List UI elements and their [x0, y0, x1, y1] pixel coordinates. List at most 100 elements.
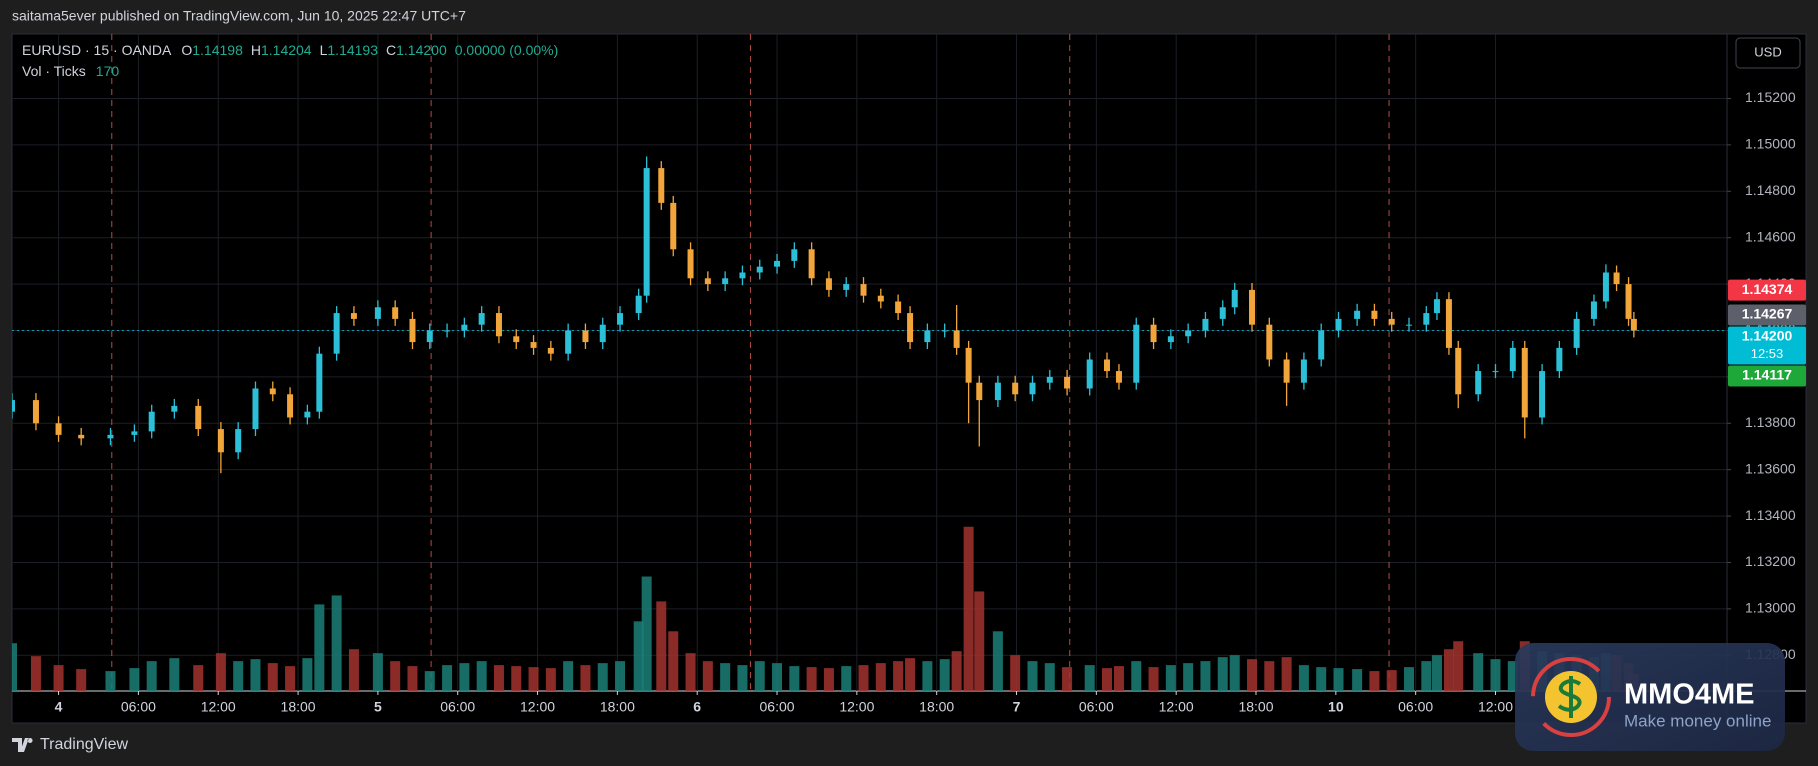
volume-bar [1316, 667, 1327, 691]
candle-body [658, 168, 665, 203]
currency-button[interactable] [1735, 37, 1801, 69]
candle-body [444, 330, 451, 332]
candle-body [1509, 347, 1516, 372]
candle-body [1103, 359, 1110, 372]
ohlc-legend: EURUSD · 15 · OANDA O1.14198 H1.14204 L1.14… [22, 42, 558, 58]
candle-body [704, 278, 711, 285]
candle-body [1231, 289, 1238, 308]
volume-bar [1404, 667, 1415, 691]
price-label: 1.14200 [1742, 328, 1793, 344]
price-label: 1.14267 [1742, 306, 1793, 322]
volume-bar [331, 595, 342, 691]
legend-value: 1.14204 [261, 42, 312, 58]
candle-body [976, 382, 983, 401]
candle-body [426, 330, 433, 343]
y-tick-label: 1.14800 [1745, 182, 1796, 198]
volume-bar [1084, 665, 1095, 691]
x-tick-label: 5 [374, 699, 382, 715]
candle-body [316, 353, 323, 412]
candle-body [1150, 324, 1157, 343]
candle-body [1133, 324, 1140, 383]
volume-bar [992, 631, 1003, 691]
currency-label[interactable]: USD [1754, 44, 1781, 59]
volume-bar [1490, 659, 1501, 691]
candle-body [1539, 371, 1546, 418]
volume-bar [1507, 661, 1518, 691]
volume-bar [1131, 661, 1142, 691]
footer-logo: TradingView [12, 736, 128, 753]
candle-body [547, 347, 554, 354]
volume-bar [302, 658, 313, 691]
x-tick-label: 4 [55, 699, 63, 715]
symbol: EURUSD · 15 · OANDA [22, 42, 172, 58]
volume-bar [580, 665, 591, 691]
volume-bar [754, 661, 765, 691]
candle-body [195, 405, 202, 430]
volume-bar [1183, 663, 1194, 691]
volume-bar [285, 666, 296, 691]
legend-value: 1.14193 [327, 42, 378, 58]
candle-body [1433, 299, 1440, 314]
tv-logo-icon [12, 738, 33, 752]
grid [12, 34, 1727, 691]
x-tick-label: 12:00 [839, 699, 874, 715]
price-label: 1.14117 [1742, 367, 1792, 383]
candle-body [374, 307, 381, 319]
price-label-box [1728, 279, 1806, 301]
y-tick-label: 1.15200 [1745, 89, 1796, 105]
candle-body [877, 295, 884, 302]
volume-bar [772, 663, 783, 691]
volume-bar [893, 661, 904, 691]
candle-body [1318, 330, 1325, 360]
candle-body [107, 434, 114, 439]
volume-bar [1264, 661, 1275, 691]
volume-bar [951, 651, 962, 691]
candle-body [965, 347, 972, 383]
candle-body [304, 411, 311, 418]
y-tick-label: 1.13400 [1745, 507, 1796, 523]
candle-body [478, 313, 485, 325]
legend-key: L [320, 42, 328, 58]
y-tick-label: 1.13200 [1745, 553, 1796, 569]
volume-bar [1044, 663, 1055, 691]
volume-bar [459, 663, 470, 691]
candle-body [1249, 289, 1256, 325]
candle-body [582, 330, 589, 343]
candle-body [1086, 359, 1093, 389]
candle-body [1602, 272, 1609, 302]
candle-body [1423, 313, 1430, 325]
watermark-subtitle: Make money online [1624, 711, 1771, 730]
volume-bar [1352, 669, 1363, 691]
candle-body [1613, 272, 1620, 285]
candle-body [513, 336, 520, 343]
candle-body [895, 301, 902, 314]
x-tick-label: 06:00 [760, 699, 795, 715]
volume-bar [974, 591, 985, 691]
legend-key: C [386, 42, 396, 58]
volume-bar [1386, 670, 1397, 691]
volume-bar [1217, 657, 1228, 691]
x-tick-label: 18:00 [600, 699, 635, 715]
candle-body [1371, 310, 1378, 319]
candle-body [1556, 347, 1563, 372]
volume-bar [922, 661, 933, 691]
volume-bar [545, 668, 556, 691]
candle-body [1492, 371, 1499, 373]
candle-body [333, 313, 340, 354]
candle-body [1046, 376, 1053, 383]
legend-value: 1.14198 [192, 42, 243, 58]
volume-bar [1010, 655, 1021, 691]
candle-body [1266, 324, 1273, 360]
candle-body [1455, 347, 1462, 395]
axes: 1.128001.130001.132001.134001.136001.138… [55, 89, 1806, 715]
volume-bar [685, 653, 696, 691]
volume-bar [1369, 671, 1380, 691]
watermark-box [1515, 643, 1785, 751]
volume-bar [390, 661, 401, 691]
x-tick-label: 06:00 [440, 699, 475, 715]
x-tick-label: 7 [1013, 699, 1021, 715]
candle-body [78, 434, 85, 439]
x-tick-label: 12:00 [520, 699, 555, 715]
volume-bar [668, 631, 679, 691]
